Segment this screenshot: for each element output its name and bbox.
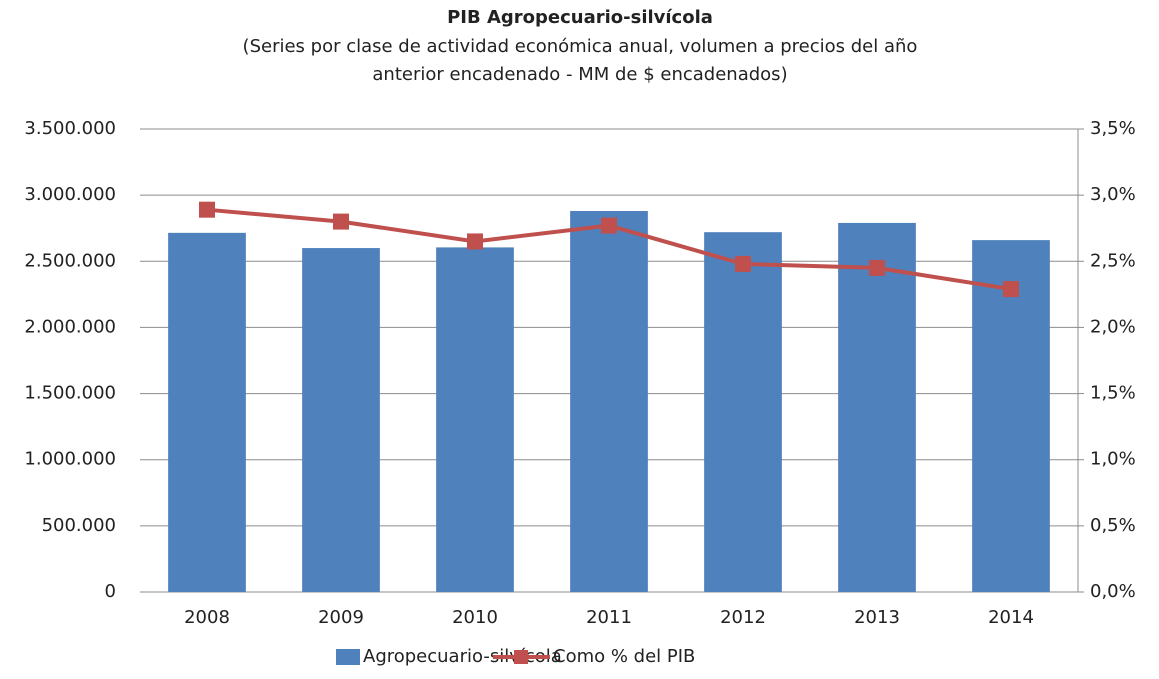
legend-label: Agropecuario-silvícola	[363, 646, 562, 667]
x-tick-label: 2014	[988, 607, 1034, 628]
legend-label: Como % del PIB	[553, 646, 695, 667]
bar	[704, 232, 782, 592]
x-tick-label: 2013	[854, 607, 900, 628]
x-tick-label: 2012	[720, 607, 766, 628]
line-marker	[199, 201, 215, 218]
line-marker	[601, 217, 617, 234]
line-marker	[869, 259, 885, 276]
chart-subtitle: anterior encadenado - MM de $ encadenado…	[372, 64, 787, 85]
line-marker	[467, 233, 483, 250]
x-tick-label: 2010	[452, 607, 498, 628]
y2-tick-label: 3,0%	[1090, 184, 1136, 205]
legend-swatch	[336, 649, 360, 665]
bar	[436, 247, 514, 592]
legend-swatch	[514, 650, 528, 664]
line-marker	[735, 255, 751, 272]
y2-tick-label: 1,0%	[1090, 449, 1136, 470]
y-tick-label: 1.500.000	[24, 383, 116, 404]
y-tick-label: 3.000.000	[24, 184, 116, 205]
x-tick-label: 2009	[318, 607, 364, 628]
chart-subtitle: (Series por clase de actividad económica…	[243, 36, 918, 57]
y-tick-label: 1.000.000	[24, 449, 116, 470]
bar	[168, 232, 246, 592]
line-marker	[333, 213, 349, 230]
y2-tick-label: 2,5%	[1090, 250, 1136, 271]
y2-tick-label: 1,5%	[1090, 383, 1136, 404]
line-marker	[1003, 281, 1019, 298]
y-tick-label: 2.000.000	[24, 316, 116, 337]
y2-tick-label: 2,0%	[1090, 316, 1136, 337]
y-tick-label: 3.500.000	[24, 118, 116, 139]
x-tick-label: 2011	[586, 607, 632, 628]
bar	[838, 222, 916, 592]
y-tick-label: 2.500.000	[24, 250, 116, 271]
bar	[972, 240, 1050, 592]
y2-tick-label: 0,5%	[1090, 515, 1136, 536]
bar	[302, 248, 380, 593]
y2-tick-label: 0,0%	[1090, 581, 1136, 602]
chart-title: PIB Agropecuario-silvícola	[447, 7, 713, 28]
y-tick-label: 500.000	[42, 515, 116, 536]
y-tick-label: 0	[105, 581, 116, 602]
x-tick-label: 2008	[184, 607, 230, 628]
y2-tick-label: 3,5%	[1090, 118, 1136, 139]
bar	[570, 211, 648, 592]
